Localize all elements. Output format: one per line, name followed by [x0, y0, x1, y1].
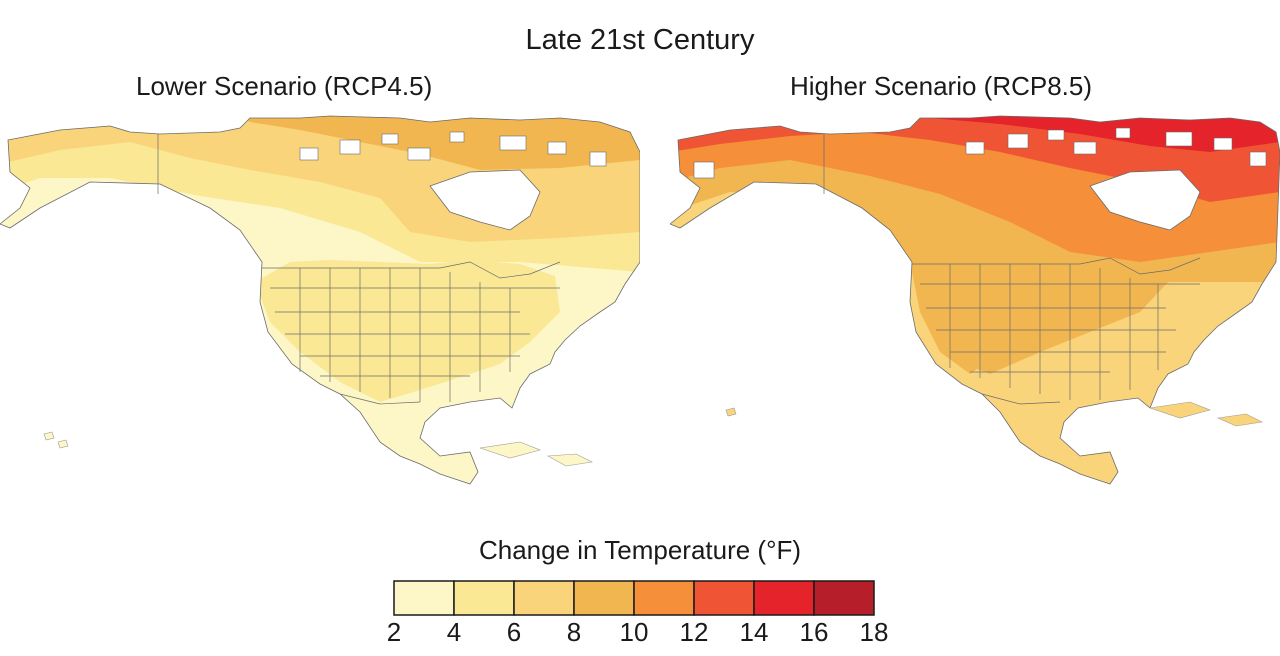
- legend-tick-16: 16: [799, 617, 829, 647]
- legend-tick-4: 4: [446, 617, 462, 647]
- legend-bin-12-14: [693, 580, 755, 616]
- lower-scenario-map: [0, 115, 640, 485]
- higher-arctic-gaps: [693, 127, 1267, 179]
- legend-bin-6-8: [513, 580, 575, 616]
- lower-scenario-shading: [0, 116, 640, 484]
- legend-bin-10-12: [633, 580, 695, 616]
- lower-caribbean-islands: [43, 431, 593, 467]
- legend-tick-6: 6: [506, 617, 522, 647]
- legend-bin-16-18: [813, 580, 875, 616]
- higher-caribbean-islands: [725, 401, 1263, 427]
- temperature-color-scale: [393, 580, 875, 616]
- legend-bin-2-4: [393, 580, 455, 616]
- legend-bin-4-6: [453, 580, 515, 616]
- legend-tick-labels: 2 4 6 8 10 12 14 16 18: [0, 617, 1280, 647]
- lower-arctic-gaps: [299, 131, 607, 167]
- legend-tick-2: 2: [386, 617, 402, 647]
- higher-scenario-land-outline: [670, 115, 1280, 485]
- legend-title: Change in Temperature (°F): [478, 535, 802, 565]
- higher-hudson-bay: [1089, 169, 1201, 231]
- lower-scenario-land-outline: [0, 115, 640, 485]
- legend-tick-12: 12: [679, 617, 709, 647]
- legend-tick-10: 10: [619, 617, 649, 647]
- legend-tick-18: 18: [859, 617, 889, 647]
- higher-scenario-title: Higher Scenario (RCP8.5): [790, 71, 1093, 101]
- figure-title: Late 21st Century: [525, 24, 755, 56]
- lower-hudson-bay: [429, 169, 541, 231]
- legend-bin-14-16: [753, 580, 815, 616]
- legend-tick-8: 8: [566, 617, 582, 647]
- higher-scenario-shading: [670, 116, 1280, 484]
- legend-bin-8-10: [573, 580, 635, 616]
- lower-scenario-borders: [157, 134, 561, 405]
- higher-scenario-map: [670, 115, 1280, 485]
- lower-scenario-title: Lower Scenario (RCP4.5): [136, 71, 433, 101]
- legend-tick-14: 14: [739, 617, 769, 647]
- higher-scenario-borders: [823, 134, 1201, 405]
